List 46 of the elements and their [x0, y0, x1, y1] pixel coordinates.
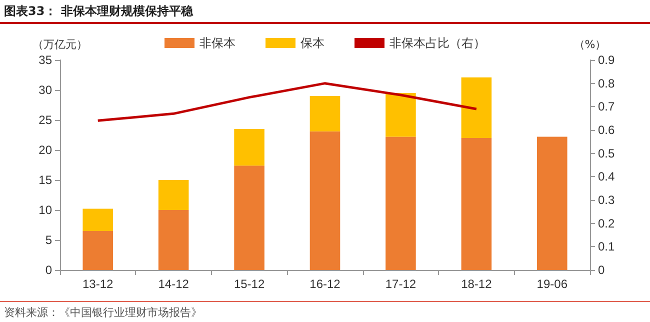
y-tick-label: 0: [45, 263, 52, 277]
x-tick-label: 18-12: [461, 277, 492, 291]
y2-tick-label: 0.8: [598, 76, 616, 90]
y-tick-label: 10: [38, 203, 52, 217]
y2-tick-label: 0.9: [598, 53, 616, 67]
y2-tick-label: 0.1: [598, 240, 616, 254]
x-tick-label: 14-12: [158, 277, 190, 291]
x-tick-label: 13-12: [82, 277, 114, 291]
text: 资料来源：《中国银行业理财市场报告》: [4, 305, 202, 320]
y-tick-label: 25: [38, 113, 52, 127]
y-tick-label: 35: [38, 53, 52, 67]
legend-label: 保本: [300, 36, 324, 50]
legend-label: 非保本占比（右）: [390, 36, 486, 50]
bar: [82, 231, 113, 270]
bar: [461, 77, 492, 138]
x-tick-label: 16-12: [310, 277, 341, 291]
y-tick-label: 30: [38, 83, 52, 97]
x-tick-label: 19-06: [536, 277, 568, 291]
bar: [310, 96, 340, 132]
y-tick-label: 5: [45, 233, 52, 247]
x-tick-label: 15-12: [234, 277, 265, 291]
legend-label: 非保本: [200, 36, 236, 50]
line-series: [96, 82, 478, 122]
y2-tick-label: 0: [598, 263, 605, 277]
y-tick-label: 20: [38, 143, 52, 157]
bar: [234, 166, 264, 270]
bar: [158, 180, 189, 210]
bar: [310, 131, 340, 270]
bar: [158, 210, 189, 270]
bar: [386, 136, 416, 270]
bar: [461, 138, 492, 270]
y2-tick-label: 0.7: [598, 100, 616, 114]
bar: [82, 208, 113, 231]
y2-tick-label: 0.5: [598, 146, 616, 160]
bar: [537, 136, 568, 270]
y-axis-title: （万亿元）: [32, 38, 88, 51]
y2-tick-label: 0.3: [598, 193, 616, 207]
chart-title: 图表33： 非保本理财规模保持平稳: [4, 3, 193, 20]
y2-tick-label: 0.2: [598, 216, 616, 230]
x-tick-label: 17-12: [385, 277, 416, 291]
y-tick-label: 15: [38, 173, 52, 187]
y2-axis-title: （%）: [574, 38, 606, 51]
y2-tick-label: 0.4: [598, 170, 616, 184]
y2-tick-label: 0.6: [598, 123, 616, 137]
bar: [386, 93, 416, 137]
bar: [234, 129, 264, 166]
